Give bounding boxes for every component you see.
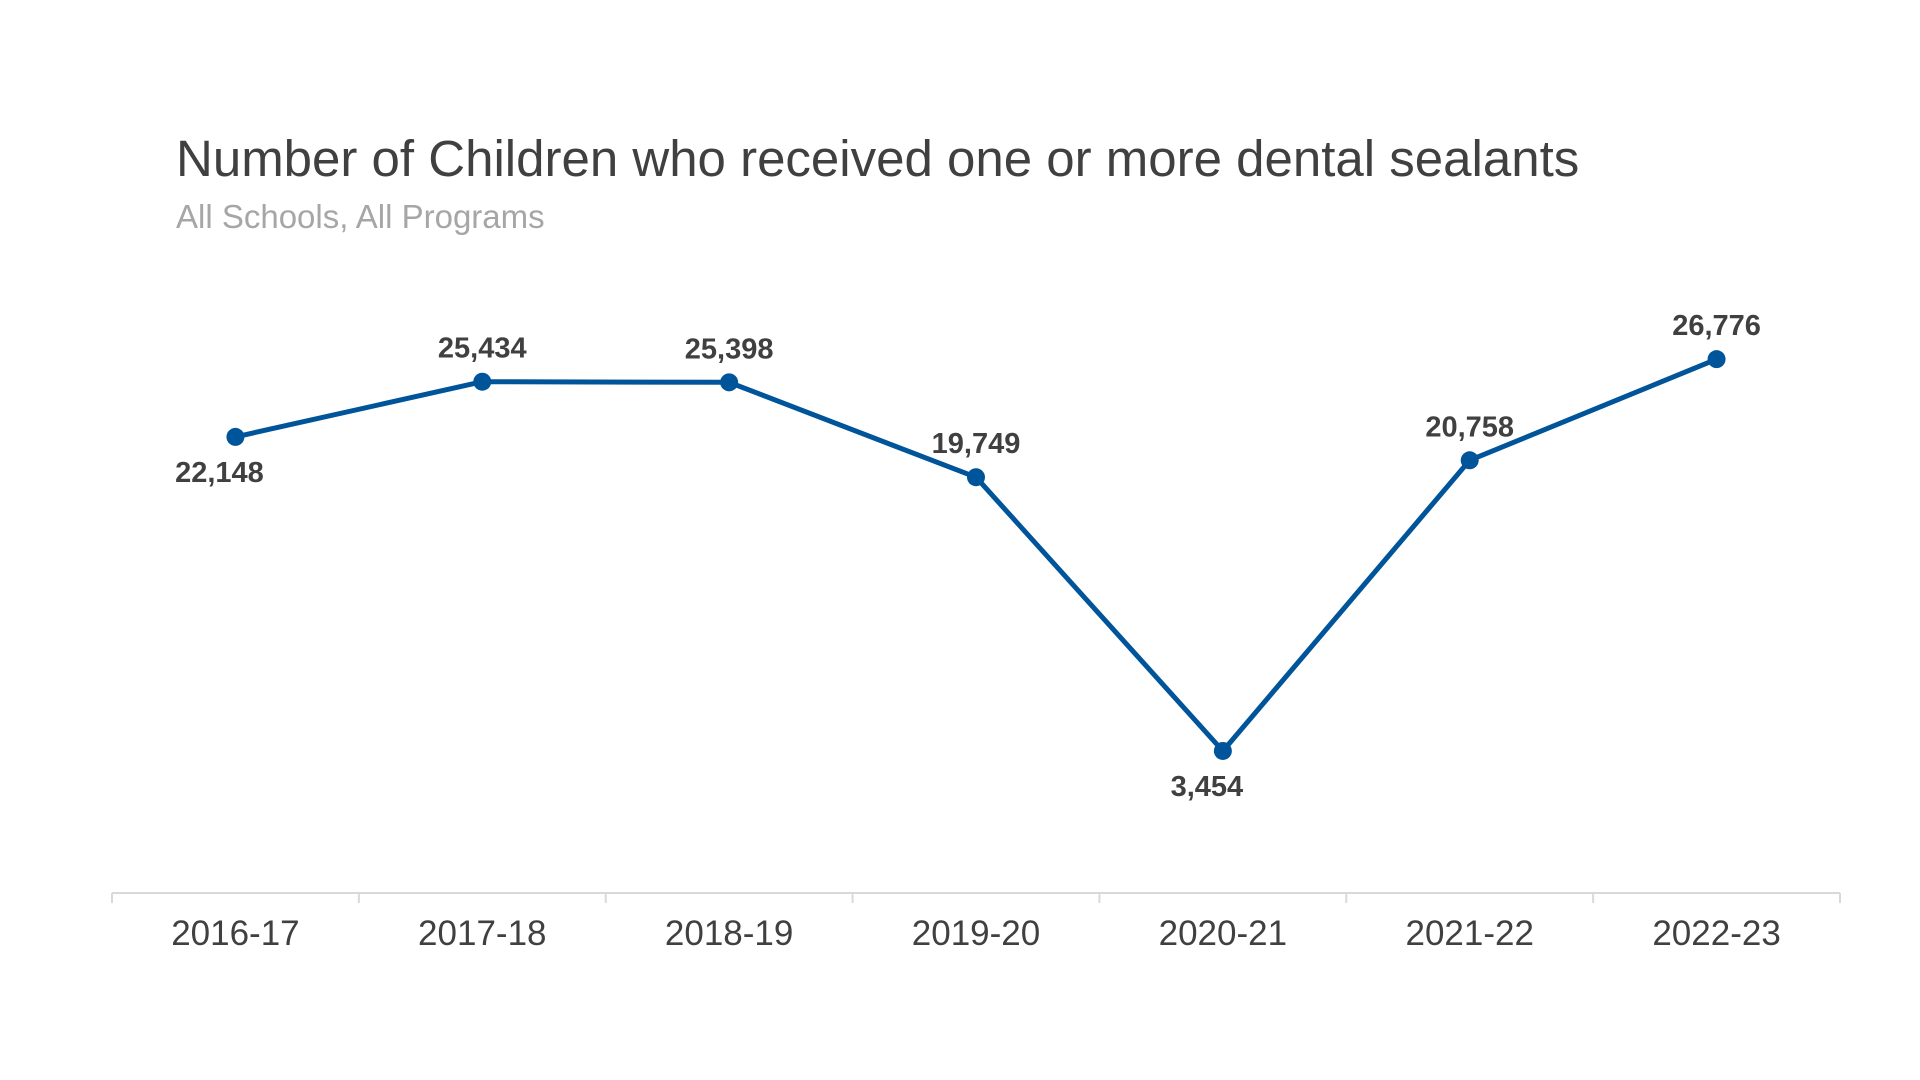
x-tick-label: 2020-21 [1159,914,1287,953]
data-label: 22,148 [175,457,264,489]
data-label: 25,398 [685,333,774,365]
data-point [1213,741,1232,760]
x-tick-label: 2017-18 [418,914,546,953]
x-tick-label: 2018-19 [665,914,793,953]
chart-title: Number of Children who received one or m… [176,130,1580,187]
data-point [967,468,985,487]
data-point [720,373,739,392]
x-axis: 2016-17 2017-18 2018-19 2019-20 2020-21 2021-… [111,892,1841,953]
series-layer [226,350,1726,760]
data-label: 3,454 [1171,771,1244,803]
data-labels: 22,148 25,434 25,398 19,749 3,454 20,758 26,77… [175,310,1761,803]
x-tick-label: 2021-22 [1405,914,1533,953]
data-point [1460,451,1479,470]
data-label: 19,749 [932,428,1021,460]
data-point [226,427,245,446]
x-tick-label: 2022-23 [1652,914,1780,953]
x-tick-label: 2019-20 [912,914,1040,953]
data-point [1707,350,1726,369]
data-label: 25,434 [438,333,527,365]
chart-subtitle: All Schools, All Programs [176,198,545,235]
data-point [473,372,492,391]
data-label: 26,776 [1672,310,1761,342]
data-label: 20,758 [1425,411,1514,443]
x-tick-label: 2016-17 [171,914,299,953]
